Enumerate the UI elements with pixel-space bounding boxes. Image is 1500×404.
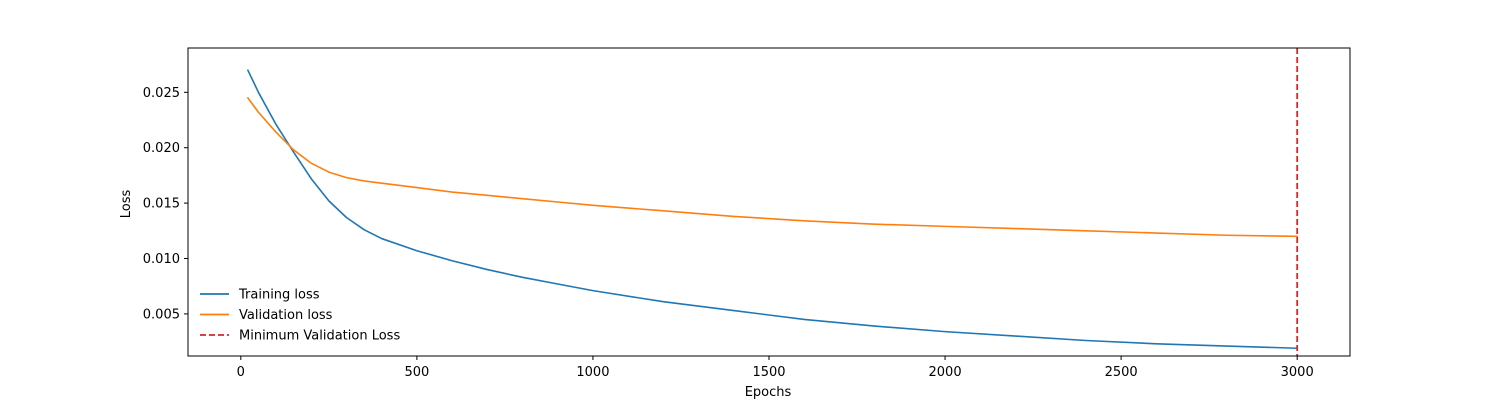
y-tick-label: 0.010 bbox=[143, 252, 180, 267]
x-axis: 0 500 1000 1500 2000 2500 3000 bbox=[237, 356, 1314, 380]
x-tick-label: 1500 bbox=[752, 365, 785, 380]
x-tick-label: 1000 bbox=[576, 365, 609, 380]
y-tick-label: 0.015 bbox=[143, 197, 180, 212]
x-tick-label: 2000 bbox=[929, 365, 962, 380]
plot-frame bbox=[187, 47, 1351, 357]
legend: Training loss Validation loss Minimum Vali… bbox=[200, 288, 400, 344]
x-tick-label: 2500 bbox=[1105, 365, 1138, 380]
x-tick-label: 3000 bbox=[1281, 365, 1314, 380]
y-axis-label: Loss bbox=[119, 190, 134, 219]
y-axis: 0.005 0.010 0.015 0.020 0.025 bbox=[143, 86, 188, 322]
y-tick-label: 0.005 bbox=[143, 307, 180, 322]
y-tick-label: 0.025 bbox=[143, 86, 180, 101]
legend-label: Validation loss bbox=[239, 308, 333, 323]
series-group bbox=[247, 69, 1298, 350]
legend-label: Minimum Validation Loss bbox=[239, 329, 400, 344]
x-axis-label: Epochs bbox=[745, 385, 792, 400]
legend-label: Training loss bbox=[238, 288, 320, 303]
series-line-validation-loss bbox=[247, 97, 1298, 238]
x-tick-label: 0 bbox=[237, 365, 245, 380]
x-tick-label: 500 bbox=[404, 365, 429, 380]
plot-area bbox=[187, 47, 1351, 357]
series-line-training-loss bbox=[247, 69, 1298, 350]
y-tick-label: 0.020 bbox=[143, 141, 180, 156]
